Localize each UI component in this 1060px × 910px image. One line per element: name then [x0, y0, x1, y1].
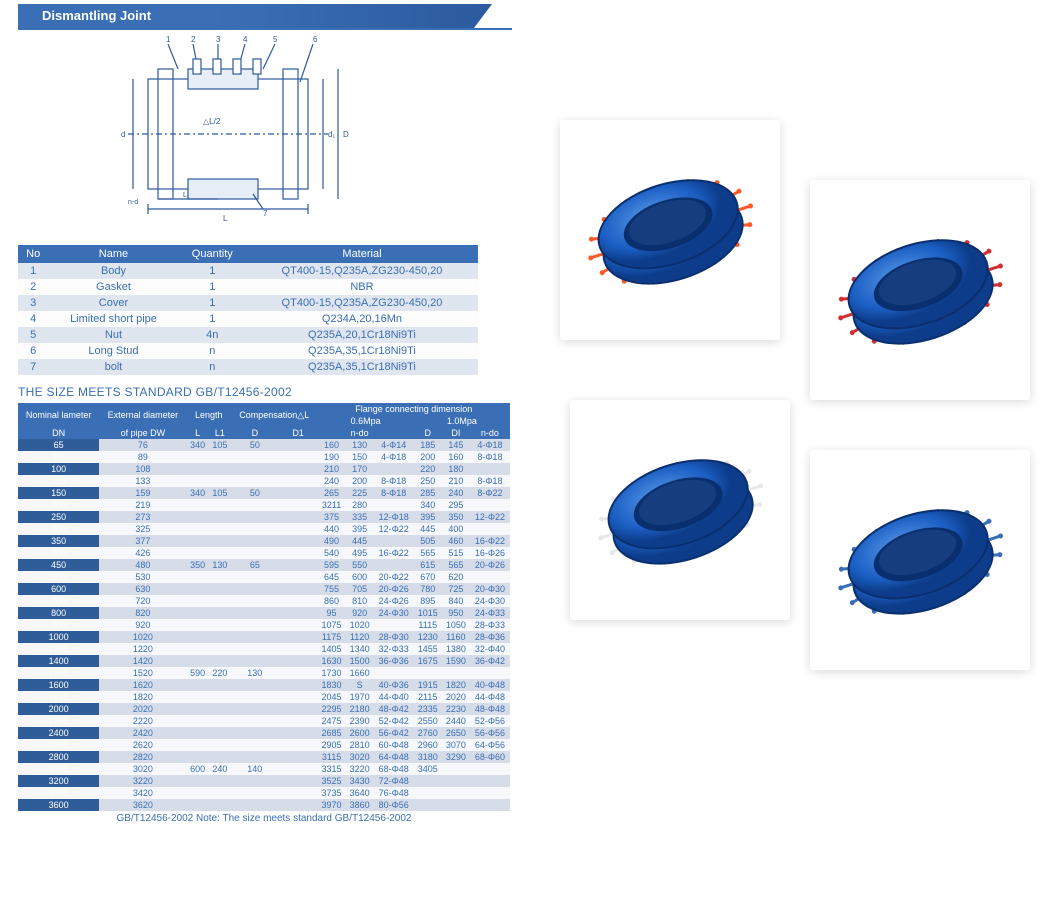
svg-text:n-d: n-d	[128, 199, 138, 206]
dim-row: 300030206002401403315322068-Φ483405	[18, 763, 510, 775]
standard-note: THE SIZE MEETS STANDARD GB/T12456-2002	[18, 385, 512, 399]
dim-row: 181018202045197044-Φ402115202044-Φ48	[18, 691, 510, 703]
parts-row: 7boltnQ235A,35,1Cr18Ni9Ti	[18, 359, 478, 375]
dim-row: 40042654049516-Φ2256551516-Φ26	[18, 547, 510, 559]
dim-row: 260026202905281060-Φ482960307064-Φ56	[18, 739, 510, 751]
dim-row: 6576340105501601304-Φ141851454-Φ18	[18, 439, 510, 451]
dim-row: 900920107510201115105028-Φ33	[18, 619, 510, 631]
dim-row: 60063075570520-Φ2678072520-Φ30	[18, 583, 510, 595]
dim-row: 70072086081024-Φ2689584024-Φ30	[18, 595, 510, 607]
parts-table: NoNameQuantityMaterial 1Body1QT400-15,Q2…	[18, 245, 478, 375]
dim-row: 280028203115302064-Φ483180329068-Φ60	[18, 751, 510, 763]
parts-row: 6Long StudnQ235A,35,1Cr18Ni9Ti	[18, 343, 478, 359]
dim-row: 100108210170220180	[18, 463, 510, 475]
svg-text:6: 6	[313, 35, 318, 44]
dim-row: 35037749044550546016-Φ22	[18, 535, 510, 547]
dim-row: 240024202685260056-Φ422760265056-Φ56	[18, 727, 510, 739]
svg-text:2: 2	[191, 35, 196, 44]
product-thumbnail	[560, 120, 780, 340]
svg-text:7: 7	[263, 209, 268, 218]
dim-row: 1500152059022013017301660	[18, 667, 510, 679]
dim-row: 80891901504-Φ182001608-Φ18	[18, 451, 510, 463]
page-title: Dismantling Joint	[32, 4, 492, 28]
parts-header: Quantity	[179, 245, 246, 263]
title-banner: Dismantling Joint	[18, 4, 512, 28]
dim-row: 200020202295218048-Φ422335223048-Φ48	[18, 703, 510, 715]
dim-row: 340034203735364076-Φ48	[18, 787, 510, 799]
dim-row: 1251332402008-Φ182502108-Φ18	[18, 475, 510, 487]
parts-row: 3Cover1QT400-15,Q235A,ZG230-450,20	[18, 295, 478, 311]
engineering-diagram: 1 2 3 4 5 6	[88, 34, 368, 239]
product-gallery	[560, 60, 1040, 740]
svg-text:L₁: L₁	[183, 192, 190, 199]
dim-row: 2002193211280340295	[18, 499, 510, 511]
dim-row: 30032544039512-Φ22445400	[18, 523, 510, 535]
dim-row: 160016201830S40-Φ361915182040-Φ48	[18, 679, 510, 691]
dim-row: 50053064560020-Φ22670620	[18, 571, 510, 583]
banner-underline	[18, 28, 512, 30]
svg-text:3: 3	[216, 35, 221, 44]
dim-row: 150159340105502652258-Φ182852408-Φ22	[18, 487, 510, 499]
parts-row: 2Gasket1NBR	[18, 279, 478, 295]
product-thumbnail	[810, 450, 1030, 670]
dim-row: 4504803501306559555061556520-Φ26	[18, 559, 510, 571]
dim-row: 320032203525343072-Φ48	[18, 775, 510, 787]
parts-row: 5Nut4nQ235A,20,1Cr18Ni9Ti	[18, 327, 478, 343]
dim-row: 100010201175112028-Φ301230116028-Φ36	[18, 631, 510, 643]
banner-accent	[18, 4, 32, 28]
svg-text:4: 4	[243, 35, 248, 44]
dim-row: 25027337533512-Φ1839535012-Φ22	[18, 511, 510, 523]
svg-text:5: 5	[273, 35, 278, 44]
svg-text:△L/2: △L/2	[203, 117, 221, 126]
parts-header: No	[18, 245, 48, 263]
dim-row: 220022202475239052-Φ422550244052-Φ56	[18, 715, 510, 727]
svg-text:D: D	[343, 130, 349, 139]
product-thumbnail	[570, 400, 790, 620]
dim-row: 8008209592024-Φ30101595024-Φ33	[18, 607, 510, 619]
parts-row: 1Body1QT400-15,Q235A,ZG230-450,20	[18, 263, 478, 279]
product-thumbnail	[810, 180, 1030, 400]
dimension-table: Nominal lameter External diameter Length…	[18, 403, 510, 811]
footer-note: GB/T12456-2002 Note: The size meets stan…	[18, 813, 510, 824]
dim-row: 120012201405134032-Φ331455138032-Φ40	[18, 643, 510, 655]
svg-text:d₁: d₁	[328, 130, 335, 139]
svg-text:L: L	[223, 214, 228, 223]
svg-text:d: d	[121, 130, 125, 139]
dim-row: 140014201630150036-Φ361675159036-Φ42	[18, 655, 510, 667]
svg-text:1: 1	[166, 35, 171, 44]
dim-row: 360036203970386080-Φ56	[18, 799, 510, 811]
parts-header: Name	[48, 245, 178, 263]
parts-header: Material	[246, 245, 478, 263]
parts-row: 4Limited short pipe1Q234A,20,16Mn	[18, 311, 478, 327]
